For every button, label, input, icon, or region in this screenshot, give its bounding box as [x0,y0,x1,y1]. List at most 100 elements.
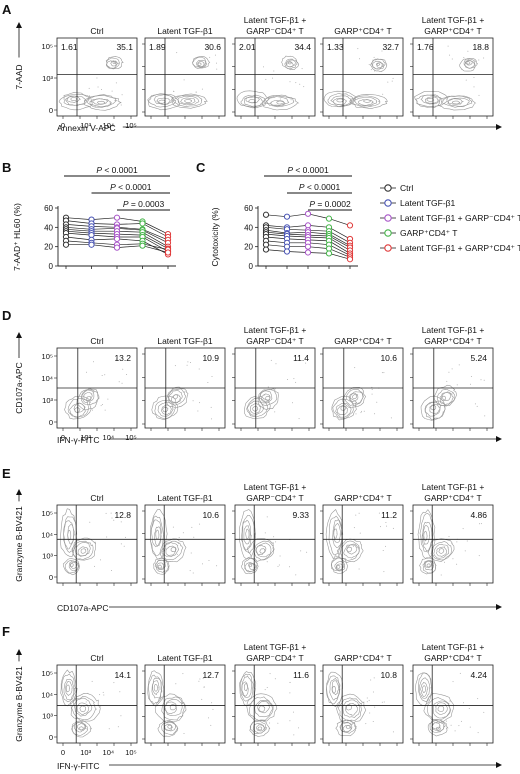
legend: Ctrl Latent TGF-β1 Latent TGF-β1 + GARP⁻CD… [380,183,520,253]
event-dot [355,514,357,516]
event-dot [475,60,477,62]
quadrant-value: 14.1 [114,670,131,680]
contour-line [447,97,470,107]
data-point [304,249,312,256]
sample-title: Latent TGF-β1 + [244,15,307,25]
legend-label: Latent TGF-β1 + GARP⁺CD4⁺ T [400,243,520,253]
quadrant-value-left: 1.61 [61,42,78,52]
contour-line [264,94,295,108]
contour-line [177,95,200,106]
event-dot [446,380,448,382]
event-dot [277,565,279,567]
event-dot [266,516,268,518]
contour-line [331,680,339,696]
sample-title: GARP⁺CD4⁺ T [334,336,391,346]
legend-marker [384,244,392,252]
quadrant-value-right: 18.8 [472,42,489,52]
data-point [113,235,121,243]
sample-title: GARP⁻CD4⁺ T [246,26,303,36]
event-dot [477,732,479,734]
event-dot [383,701,385,703]
y-tick-label: 10³ [42,712,53,721]
event-dot [456,563,458,565]
y-arrowhead [16,332,22,338]
p-symbol: P [309,199,315,209]
event-dot [392,731,394,733]
panel-letter: F [2,624,10,639]
event-dot [368,699,370,701]
event-dot [298,727,300,729]
x-tick-label: 10³ [80,121,91,130]
event-dot [120,715,122,717]
event-dot [101,89,103,91]
event-dot [440,574,442,576]
contour-line [110,60,119,67]
event-dot [305,362,307,364]
y-axis-label: 7-AAD [14,64,24,89]
contour-line [255,542,272,558]
event-dot [274,388,276,390]
sample-title: Latent TGF-β1 [157,493,213,503]
contour-line [336,564,341,569]
event-dot [189,570,191,572]
contour-line [348,392,359,402]
event-dot [94,565,96,567]
x-axis-label: IFN-γ-FITC [57,435,100,445]
contour-line [168,389,183,403]
y-arrowhead [16,649,22,655]
event-dot [385,545,387,547]
event-dot [202,678,204,680]
contour-line [349,94,388,110]
event-dot [459,672,461,674]
event-dot [273,95,275,97]
contour-line [423,692,454,724]
y-tick-label: 0 [49,262,54,271]
contour-line [464,59,476,69]
contour-line [276,100,285,105]
event-dot [96,98,98,100]
contour-line [85,94,118,107]
contour-line [451,100,461,105]
event-dot [444,388,446,390]
contour-line [257,700,270,714]
panel-f: F Ctrl 14.1 Latent TGF-β1 12.7 Latent TGF-β1 … [2,624,502,771]
x-arrowhead [496,124,502,130]
p-value: = 0.0003 [128,199,164,209]
event-dot [214,54,216,56]
data-point [283,248,291,255]
quadrant-value-left: 1.89 [149,42,166,52]
x-tick-label: 10⁴ [103,433,115,442]
legend-label: Latent TGF-β1 [400,198,456,208]
data-point [283,213,291,220]
y-arrowhead [16,22,22,28]
plot-frame [322,37,404,117]
contour-line [335,402,352,418]
event-dot [354,367,356,369]
quadrant-value-right: 34.4 [294,42,311,52]
event-dot [113,519,115,521]
y-tick-label: 10⁴ [41,690,53,699]
event-dot [193,536,195,538]
event-dot [265,393,267,395]
contour-line [326,671,343,708]
event-dot [458,364,460,366]
event-dot [303,47,305,49]
contour-line [157,401,174,417]
contour-line [196,59,208,69]
contour-line [345,389,364,407]
contour-line [426,563,431,568]
contour-line [152,680,160,696]
event-dot [266,686,268,688]
event-dot [210,406,212,408]
quadrant-value-right: 35.1 [116,42,133,52]
event-dot [107,398,109,400]
event-dot [383,571,385,573]
event-dot [289,681,291,683]
y-axis-label: Cytotoxicity (%) [210,207,220,266]
event-dot [462,528,464,530]
event-dot [274,411,276,413]
event-dot [179,405,181,407]
event-dot [172,408,174,410]
event-dot [464,550,466,552]
event-dot [182,673,184,675]
